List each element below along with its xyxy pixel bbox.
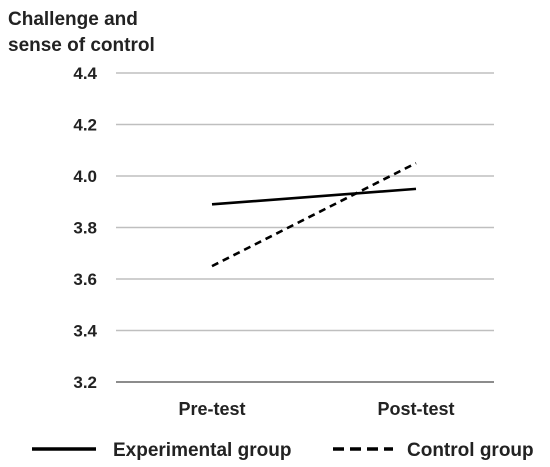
data-series <box>211 161 417 268</box>
x-axis-categories: Pre-test Post-test <box>178 399 454 419</box>
y-tick-label: 4.4 <box>73 64 97 83</box>
x-category-label: Pre-test <box>178 399 245 419</box>
y-axis-ticks: 3.2 3.4 3.6 3.8 4.0 4.2 4.4 <box>73 64 97 392</box>
y-tick-label: 4.2 <box>73 116 97 135</box>
gridlines <box>116 72 494 383</box>
series-line-control <box>211 161 417 268</box>
y-tick-label: 4.0 <box>73 167 97 186</box>
y-tick-label: 3.4 <box>73 322 97 341</box>
y-tick-label: 3.8 <box>73 219 97 238</box>
series-line-experimental <box>211 187 417 206</box>
x-category-label: Post-test <box>377 399 454 419</box>
y-axis-title-line-1: Challenge and <box>8 9 138 30</box>
y-axis-title: Challenge and sense of control <box>8 9 155 56</box>
legend: Experimental group Control group <box>32 440 534 461</box>
legend-label-experimental: Experimental group <box>113 440 291 461</box>
y-axis-title-line-2: sense of control <box>8 35 155 56</box>
legend-label-control: Control group <box>407 440 534 461</box>
y-tick-label: 3.6 <box>73 270 97 289</box>
y-tick-label: 3.2 <box>73 373 97 392</box>
